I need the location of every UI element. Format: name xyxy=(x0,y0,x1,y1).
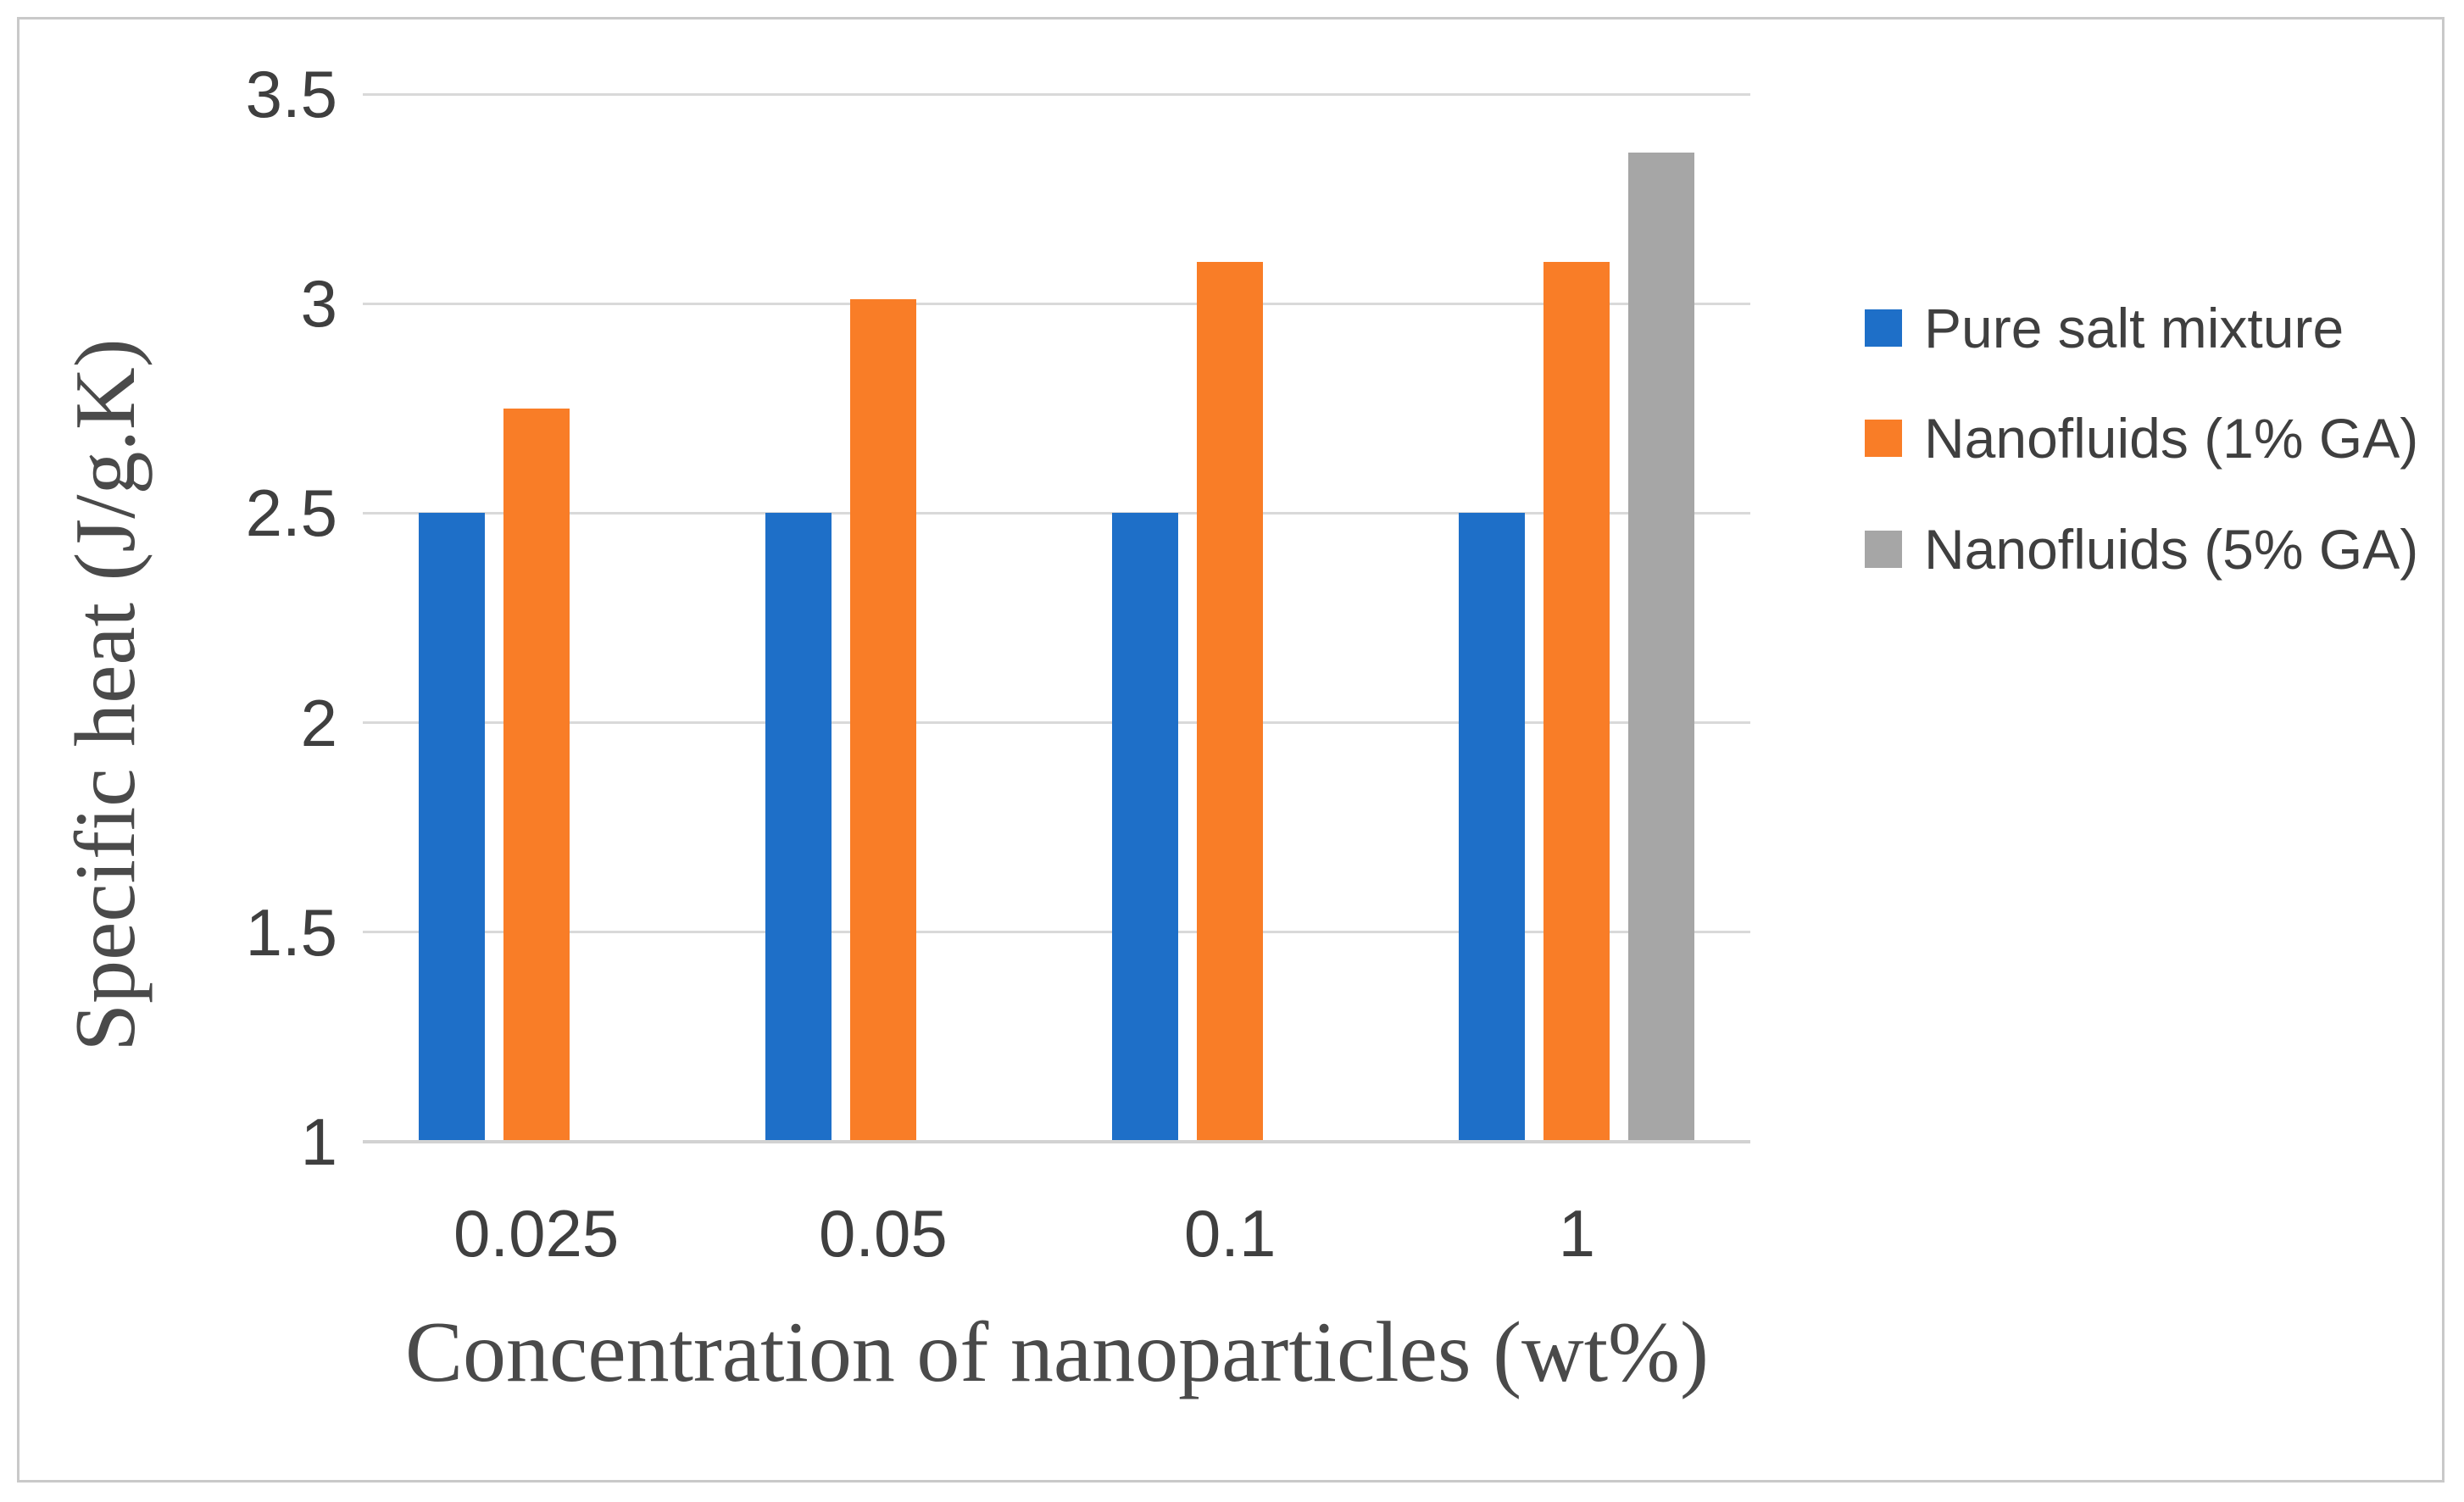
bar-pure-salt-mixture-0.025 xyxy=(418,513,485,1142)
y-tick-label: 2 xyxy=(300,685,337,760)
bar-nanofluids-1-ga-0.05 xyxy=(849,299,916,1142)
y-tick-label: 3.5 xyxy=(245,57,337,131)
bar-nanofluids-1-ga-1 xyxy=(1543,261,1610,1142)
legend-swatch-icon xyxy=(1865,531,1902,568)
gridline-y-3.5 xyxy=(363,92,1750,96)
legend-item-nanofluids-5-ga: Nanofluids (5% GA) xyxy=(1865,517,2418,581)
y-tick-label: 1.5 xyxy=(245,894,337,970)
legend-item-nanofluids-1-ga: Nanofluids (1% GA) xyxy=(1865,406,2418,470)
x-tick-label: 0.1 xyxy=(1183,1196,1276,1271)
legend-swatch-icon xyxy=(1865,309,1902,347)
bar-nanofluids-1-ga-0.1 xyxy=(1197,261,1264,1142)
y-tick-label: 1 xyxy=(300,1104,337,1179)
y-axis-title: Specific heat (J/g.K) xyxy=(58,338,153,1052)
gridline-y-2.5 xyxy=(363,511,1750,515)
legend-swatch-icon xyxy=(1865,420,1902,457)
bar-pure-salt-mixture-0.05 xyxy=(765,513,832,1142)
gridline-y-2 xyxy=(363,721,1750,725)
bar-pure-salt-mixture-1 xyxy=(1459,513,1526,1142)
legend-label: Nanofluids (1% GA) xyxy=(1924,407,2419,470)
gridline-y-1.5 xyxy=(363,931,1750,934)
x-tick-label: 0.025 xyxy=(453,1196,620,1271)
x-tick-label: 1 xyxy=(1558,1196,1596,1271)
gridline-y-3 xyxy=(363,302,1750,305)
bar-nanofluids-1-ga-0.025 xyxy=(503,408,570,1142)
bar-pure-salt-mixture-0.1 xyxy=(1112,513,1179,1142)
x-axis-line xyxy=(363,1140,1750,1143)
legend-item-pure-salt-mixture: Pure salt mixture xyxy=(1865,296,2344,360)
figure-frame xyxy=(17,17,2445,1483)
x-tick-label: 0.05 xyxy=(818,1196,948,1271)
legend-label: Pure salt mixture xyxy=(1924,297,2344,359)
legend-label: Nanofluids (5% GA) xyxy=(1924,518,2419,581)
x-axis-title: Concentration of nanoparticles (wt%) xyxy=(405,1305,1709,1400)
y-tick-label: 2.5 xyxy=(245,476,337,551)
y-tick-label: 3 xyxy=(300,266,337,342)
bar-nanofluids-5-ga-1 xyxy=(1628,153,1695,1142)
